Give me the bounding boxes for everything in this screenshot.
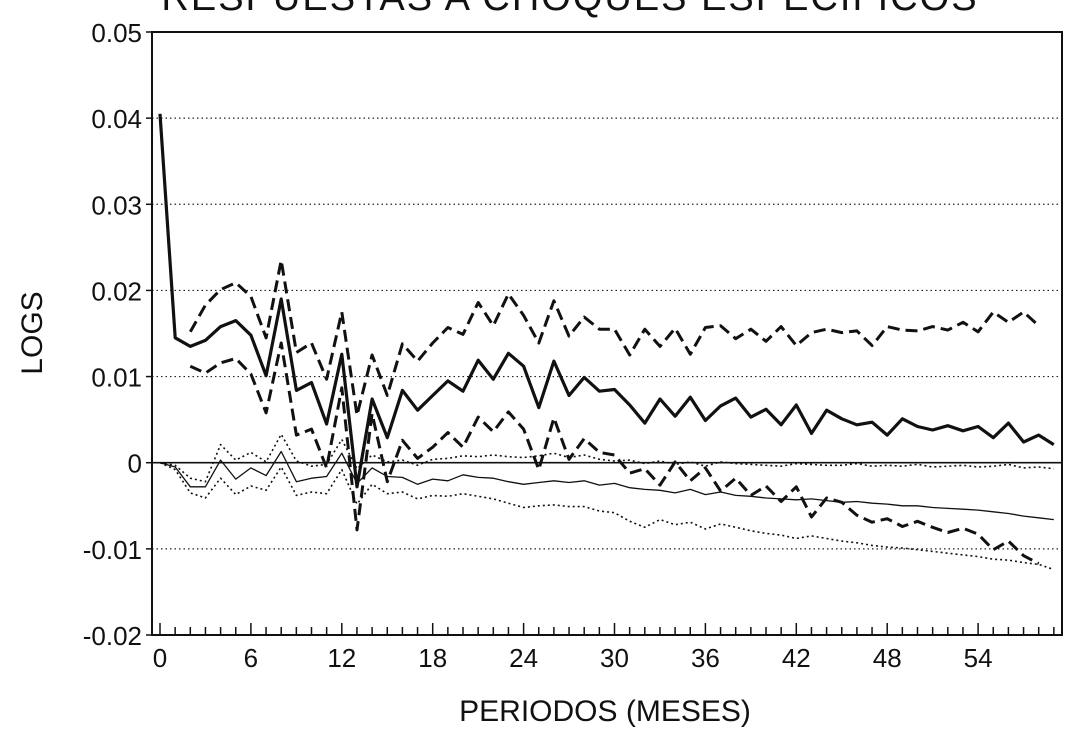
x-tick-label: 36: [691, 643, 720, 673]
x-tick-label: 6: [244, 643, 258, 673]
x-tick-label: 12: [327, 643, 356, 673]
y-tick-label: 0: [128, 449, 142, 479]
y-tick-label: -0.01: [83, 535, 142, 565]
plot-frame: [151, 31, 1063, 636]
y-tick-label: 0.03: [91, 190, 142, 220]
x-tick-label: 0: [153, 643, 167, 673]
chart-title: RESPUESTAS A CHOQUES ESPECIFICOS: [161, 0, 978, 19]
y-tick-label: 0.02: [91, 276, 142, 306]
x-tick-label: 24: [509, 643, 538, 673]
x-axis-ticks: 0 6 12 18 24 30 36 42 48 54: [153, 623, 1055, 673]
series-line-thick-solid-1: [158, 113, 1055, 489]
series-line-thick-dashed-2: [188, 258, 1040, 417]
x-axis-title: PERIODOS (MESES): [459, 695, 751, 728]
gridlines: [152, 117, 1062, 550]
y-axis-title: LOGS: [16, 291, 49, 374]
y-tick-label: 0.05: [91, 18, 142, 48]
y-axis-ticks: 0.05 0.04 0.03 0.02 0.01 0 -0.01 -0.02: [83, 18, 152, 651]
y-tick-label: 0.01: [91, 363, 142, 393]
series-line-thick-dashed-3: [189, 341, 1040, 565]
x-tick-label: 30: [600, 643, 629, 673]
series-line-thin-dotted-6: [159, 461, 1055, 571]
series-group: [158, 113, 1055, 571]
series-line-thin-dotted-5: [159, 433, 1054, 483]
series-line-thin-solid-4: [159, 450, 1054, 521]
y-tick-label: 0.04: [91, 104, 142, 134]
y-tick-label: -0.02: [83, 621, 142, 651]
x-tick-label: 42: [782, 643, 811, 673]
x-tick-label: 54: [964, 643, 993, 673]
x-tick-label: 48: [873, 643, 902, 673]
x-tick-label: 18: [418, 643, 447, 673]
